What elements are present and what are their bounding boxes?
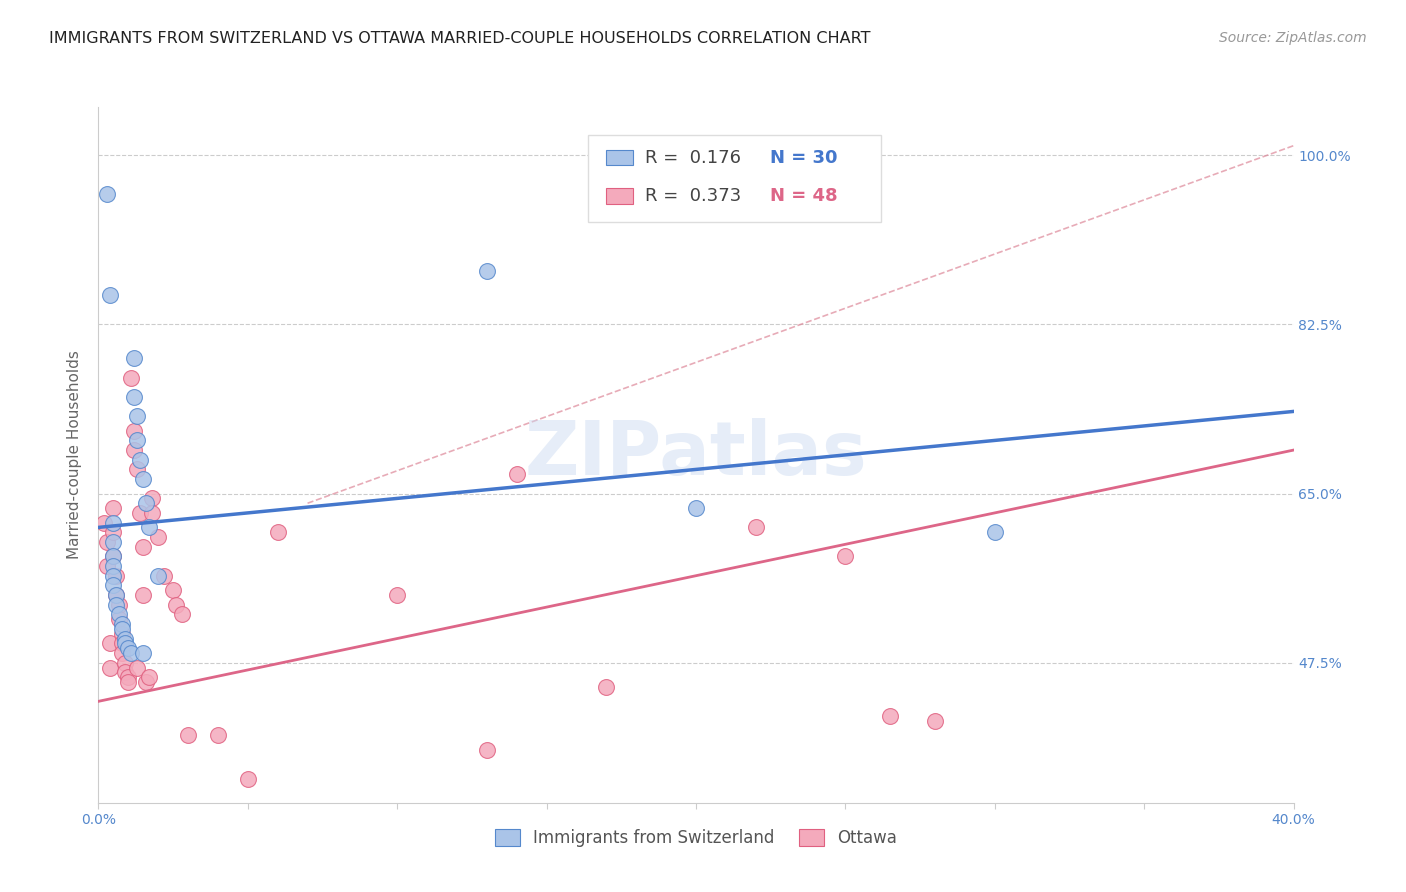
Point <box>103 578 125 592</box>
Point <box>148 568 170 582</box>
Point <box>120 646 142 660</box>
Point <box>108 607 131 622</box>
Point <box>127 434 149 448</box>
Point <box>103 559 125 574</box>
Point <box>506 467 529 482</box>
Text: R =  0.176: R = 0.176 <box>644 149 741 167</box>
Text: ZIPatlas: ZIPatlas <box>524 418 868 491</box>
Point <box>135 675 157 690</box>
Point <box>105 598 128 612</box>
Point <box>132 472 155 486</box>
Text: R =  0.373: R = 0.373 <box>644 187 741 205</box>
Point <box>138 670 160 684</box>
Point <box>105 568 128 582</box>
Point <box>103 516 125 530</box>
Point <box>135 496 157 510</box>
Point <box>105 588 128 602</box>
Point <box>132 588 155 602</box>
Point <box>834 549 856 564</box>
Point <box>111 626 134 640</box>
Point <box>595 680 617 694</box>
Point <box>93 516 115 530</box>
Point <box>103 568 125 582</box>
Point <box>117 641 139 656</box>
Point <box>98 636 122 650</box>
Point <box>114 632 136 646</box>
Point <box>127 462 149 476</box>
Point <box>745 520 768 534</box>
Point <box>267 525 290 540</box>
Point <box>124 390 146 404</box>
Point <box>236 772 259 786</box>
Point <box>475 264 498 278</box>
Text: N = 30: N = 30 <box>770 149 838 167</box>
Point <box>103 501 125 516</box>
Point <box>96 187 118 202</box>
Point <box>117 670 139 684</box>
Point <box>117 675 139 690</box>
Point <box>103 549 125 564</box>
Point <box>141 506 163 520</box>
Point <box>105 588 128 602</box>
Point <box>127 409 149 424</box>
Point <box>129 452 152 467</box>
Point <box>103 549 125 564</box>
Point <box>124 443 146 458</box>
Point <box>124 351 146 366</box>
Point <box>924 714 946 728</box>
Point <box>879 708 901 723</box>
Point <box>114 656 136 670</box>
Point <box>114 636 136 650</box>
Point <box>207 728 229 742</box>
Point <box>103 534 125 549</box>
Point <box>165 598 187 612</box>
Text: Source: ZipAtlas.com: Source: ZipAtlas.com <box>1219 31 1367 45</box>
Text: IMMIGRANTS FROM SWITZERLAND VS OTTAWA MARRIED-COUPLE HOUSEHOLDS CORRELATION CHAR: IMMIGRANTS FROM SWITZERLAND VS OTTAWA MA… <box>49 31 870 46</box>
Point <box>114 665 136 680</box>
Point <box>162 583 184 598</box>
Point <box>153 568 176 582</box>
Point <box>141 491 163 506</box>
Point <box>96 559 118 574</box>
Point <box>177 728 200 742</box>
Point <box>103 525 125 540</box>
Point <box>111 636 134 650</box>
Point <box>685 501 707 516</box>
Text: N = 48: N = 48 <box>770 187 838 205</box>
Point <box>98 660 122 674</box>
Point <box>127 660 149 674</box>
Point <box>124 424 146 438</box>
Y-axis label: Married-couple Households: Married-couple Households <box>66 351 82 559</box>
FancyBboxPatch shape <box>606 150 633 166</box>
Point <box>132 540 155 554</box>
Point <box>96 534 118 549</box>
Point <box>172 607 194 622</box>
Point <box>129 506 152 520</box>
Point <box>984 525 1007 540</box>
Point <box>385 588 409 602</box>
Point <box>132 646 155 660</box>
Point <box>98 288 122 302</box>
Point <box>120 370 142 384</box>
Point <box>111 617 134 632</box>
FancyBboxPatch shape <box>606 188 633 203</box>
Legend: Immigrants from Switzerland, Ottawa: Immigrants from Switzerland, Ottawa <box>488 822 904 854</box>
Point <box>111 646 134 660</box>
Point <box>108 612 131 626</box>
Point <box>148 530 170 544</box>
FancyBboxPatch shape <box>589 135 882 222</box>
Point <box>138 520 160 534</box>
Point <box>111 622 134 636</box>
Point <box>475 742 498 756</box>
Point <box>108 598 131 612</box>
